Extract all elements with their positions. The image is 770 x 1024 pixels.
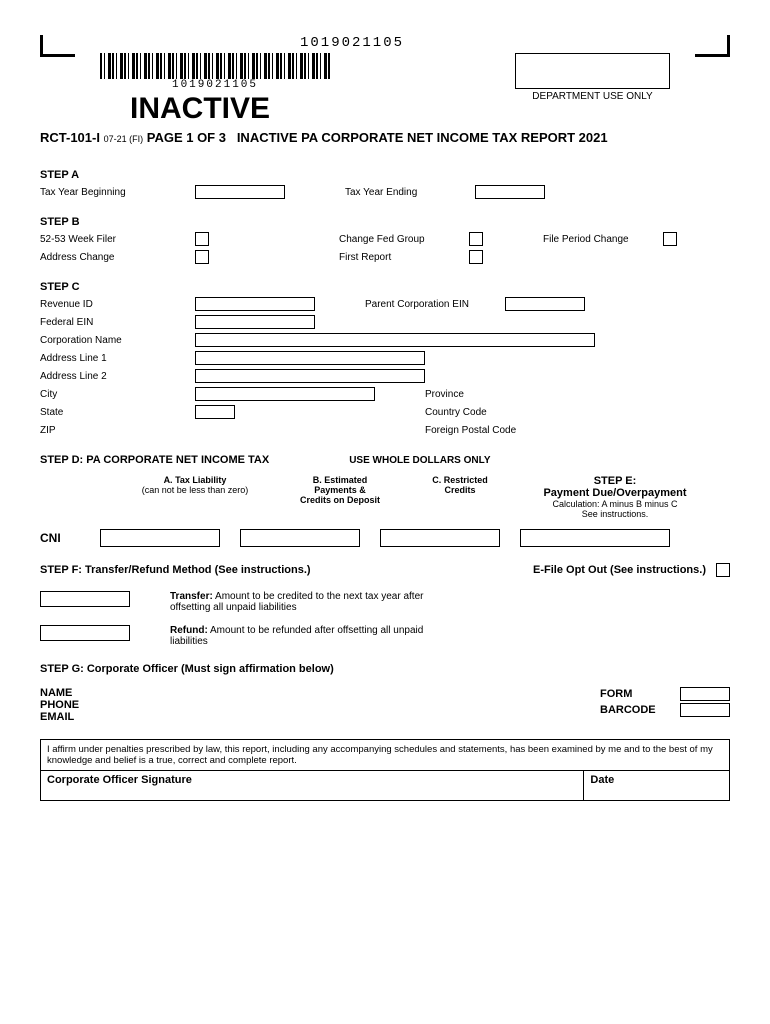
dept-use-box bbox=[515, 53, 670, 89]
step-f-head: STEP F: Transfer/Refund Method (See inst… bbox=[40, 564, 311, 576]
step-a: STEP A Tax Year Beginning Tax Year Endin… bbox=[40, 169, 730, 200]
step-a-head: STEP A bbox=[40, 169, 730, 181]
tax-year-begin-label: Tax Year Beginning bbox=[40, 187, 195, 198]
federal-ein-label: Federal EIN bbox=[40, 317, 195, 328]
federal-ein-field[interactable] bbox=[195, 315, 315, 329]
zip-label: ZIP bbox=[40, 425, 195, 436]
step-c: STEP C Revenue ID Parent Corporation EIN… bbox=[40, 281, 730, 438]
first-report-label: First Report bbox=[339, 252, 469, 263]
ocr-number: 1019021105 bbox=[300, 35, 730, 51]
province-label: Province bbox=[425, 389, 545, 400]
step-f: STEP F: Transfer/Refund Method (See inst… bbox=[40, 563, 730, 647]
week-filer-checkbox[interactable] bbox=[195, 232, 209, 246]
date-cell[interactable]: Date bbox=[584, 771, 729, 800]
refund-amount-field[interactable] bbox=[40, 625, 130, 641]
step-c-head: STEP C bbox=[40, 281, 730, 293]
corp-name-field[interactable] bbox=[195, 333, 595, 347]
crop-mark-tr bbox=[695, 35, 730, 57]
affirmation-text: I affirm under penalties prescribed by l… bbox=[41, 740, 729, 771]
whole-dollars-note: USE WHOLE DOLLARS ONLY bbox=[349, 455, 490, 466]
signature-cell[interactable]: Corporate Officer Signature bbox=[41, 771, 584, 800]
barcode bbox=[100, 53, 330, 79]
transfer-amount-field[interactable] bbox=[40, 591, 130, 607]
officer-name-label: NAME bbox=[40, 687, 79, 699]
officer-email-label: EMAIL bbox=[40, 711, 79, 723]
week-filer-label: 52-53 Week Filer bbox=[40, 234, 195, 245]
city-field[interactable] bbox=[195, 387, 375, 401]
barcode-field[interactable] bbox=[680, 703, 730, 717]
addr1-label: Address Line 1 bbox=[40, 353, 195, 364]
tax-year-begin-field[interactable] bbox=[195, 185, 285, 199]
file-period-label: File Period Change bbox=[543, 234, 663, 245]
cni-e-field[interactable] bbox=[520, 529, 670, 547]
addr2-field[interactable] bbox=[195, 369, 425, 383]
barcode-label: 1019021105 bbox=[100, 79, 330, 91]
step-e-head: STEP E: Payment Due/Overpayment Calculat… bbox=[520, 475, 710, 519]
cni-b-field[interactable] bbox=[240, 529, 360, 547]
step-d: STEP D: PA CORPORATE NET INCOME TAX USE … bbox=[40, 454, 730, 547]
transfer-text: Transfer: Amount to be credited to the n… bbox=[170, 591, 430, 613]
form-field[interactable] bbox=[680, 687, 730, 701]
crop-mark-tl bbox=[40, 35, 75, 57]
corp-name-label: Corporation Name bbox=[40, 335, 195, 346]
addr2-label: Address Line 2 bbox=[40, 371, 195, 382]
foreign-postal-label: Foreign Postal Code bbox=[425, 425, 516, 436]
col-a-head: A. Tax Liability(can not be less than ze… bbox=[110, 475, 280, 519]
state-field[interactable] bbox=[195, 405, 235, 419]
form-title: RCT-101-I 07-21 (FI) PAGE 1 OF 3 INACTIV… bbox=[40, 130, 730, 145]
cni-label: CNI bbox=[40, 531, 80, 545]
form-label: FORM bbox=[600, 688, 670, 700]
col-b-head: B. EstimatedPayments &Credits on Deposit bbox=[280, 475, 400, 519]
cni-c-field[interactable] bbox=[380, 529, 500, 547]
efile-opt-out-label: E-File Opt Out (See instructions.) bbox=[533, 564, 706, 576]
col-c-head: C. RestrictedCredits bbox=[400, 475, 520, 519]
tax-year-end-field[interactable] bbox=[475, 185, 545, 199]
state-label: State bbox=[40, 407, 195, 418]
step-g-head: STEP G: Corporate Officer (Must sign aff… bbox=[40, 663, 730, 675]
first-report-checkbox[interactable] bbox=[469, 250, 483, 264]
step-d-head: STEP D: PA CORPORATE NET INCOME TAX bbox=[40, 454, 269, 466]
officer-phone-label: PHONE bbox=[40, 699, 79, 711]
signature-box: I affirm under penalties prescribed by l… bbox=[40, 739, 730, 801]
parent-ein-field[interactable] bbox=[505, 297, 585, 311]
addr1-field[interactable] bbox=[195, 351, 425, 365]
refund-text: Refund: Amount to be refunded after offs… bbox=[170, 625, 430, 647]
revenue-id-label: Revenue ID bbox=[40, 299, 195, 310]
change-fed-label: Change Fed Group bbox=[339, 234, 469, 245]
parent-ein-label: Parent Corporation EIN bbox=[365, 299, 505, 310]
step-b-head: STEP B bbox=[40, 216, 730, 228]
revenue-id-field[interactable] bbox=[195, 297, 315, 311]
change-fed-checkbox[interactable] bbox=[469, 232, 483, 246]
city-label: City bbox=[40, 389, 195, 400]
dept-use-label: DEPARTMENT USE ONLY bbox=[515, 91, 670, 102]
barcode-label-g: BARCODE bbox=[600, 704, 670, 716]
step-b: STEP B 52-53 Week Filer Change Fed Group… bbox=[40, 216, 730, 265]
cni-a-field[interactable] bbox=[100, 529, 220, 547]
addr-change-checkbox[interactable] bbox=[195, 250, 209, 264]
addr-change-label: Address Change bbox=[40, 252, 195, 263]
file-period-checkbox[interactable] bbox=[663, 232, 677, 246]
country-code-label: Country Code bbox=[425, 407, 545, 418]
step-g: STEP G: Corporate Officer (Must sign aff… bbox=[40, 663, 730, 723]
tax-year-end-label: Tax Year Ending bbox=[345, 187, 475, 198]
efile-opt-out-checkbox[interactable] bbox=[716, 563, 730, 577]
